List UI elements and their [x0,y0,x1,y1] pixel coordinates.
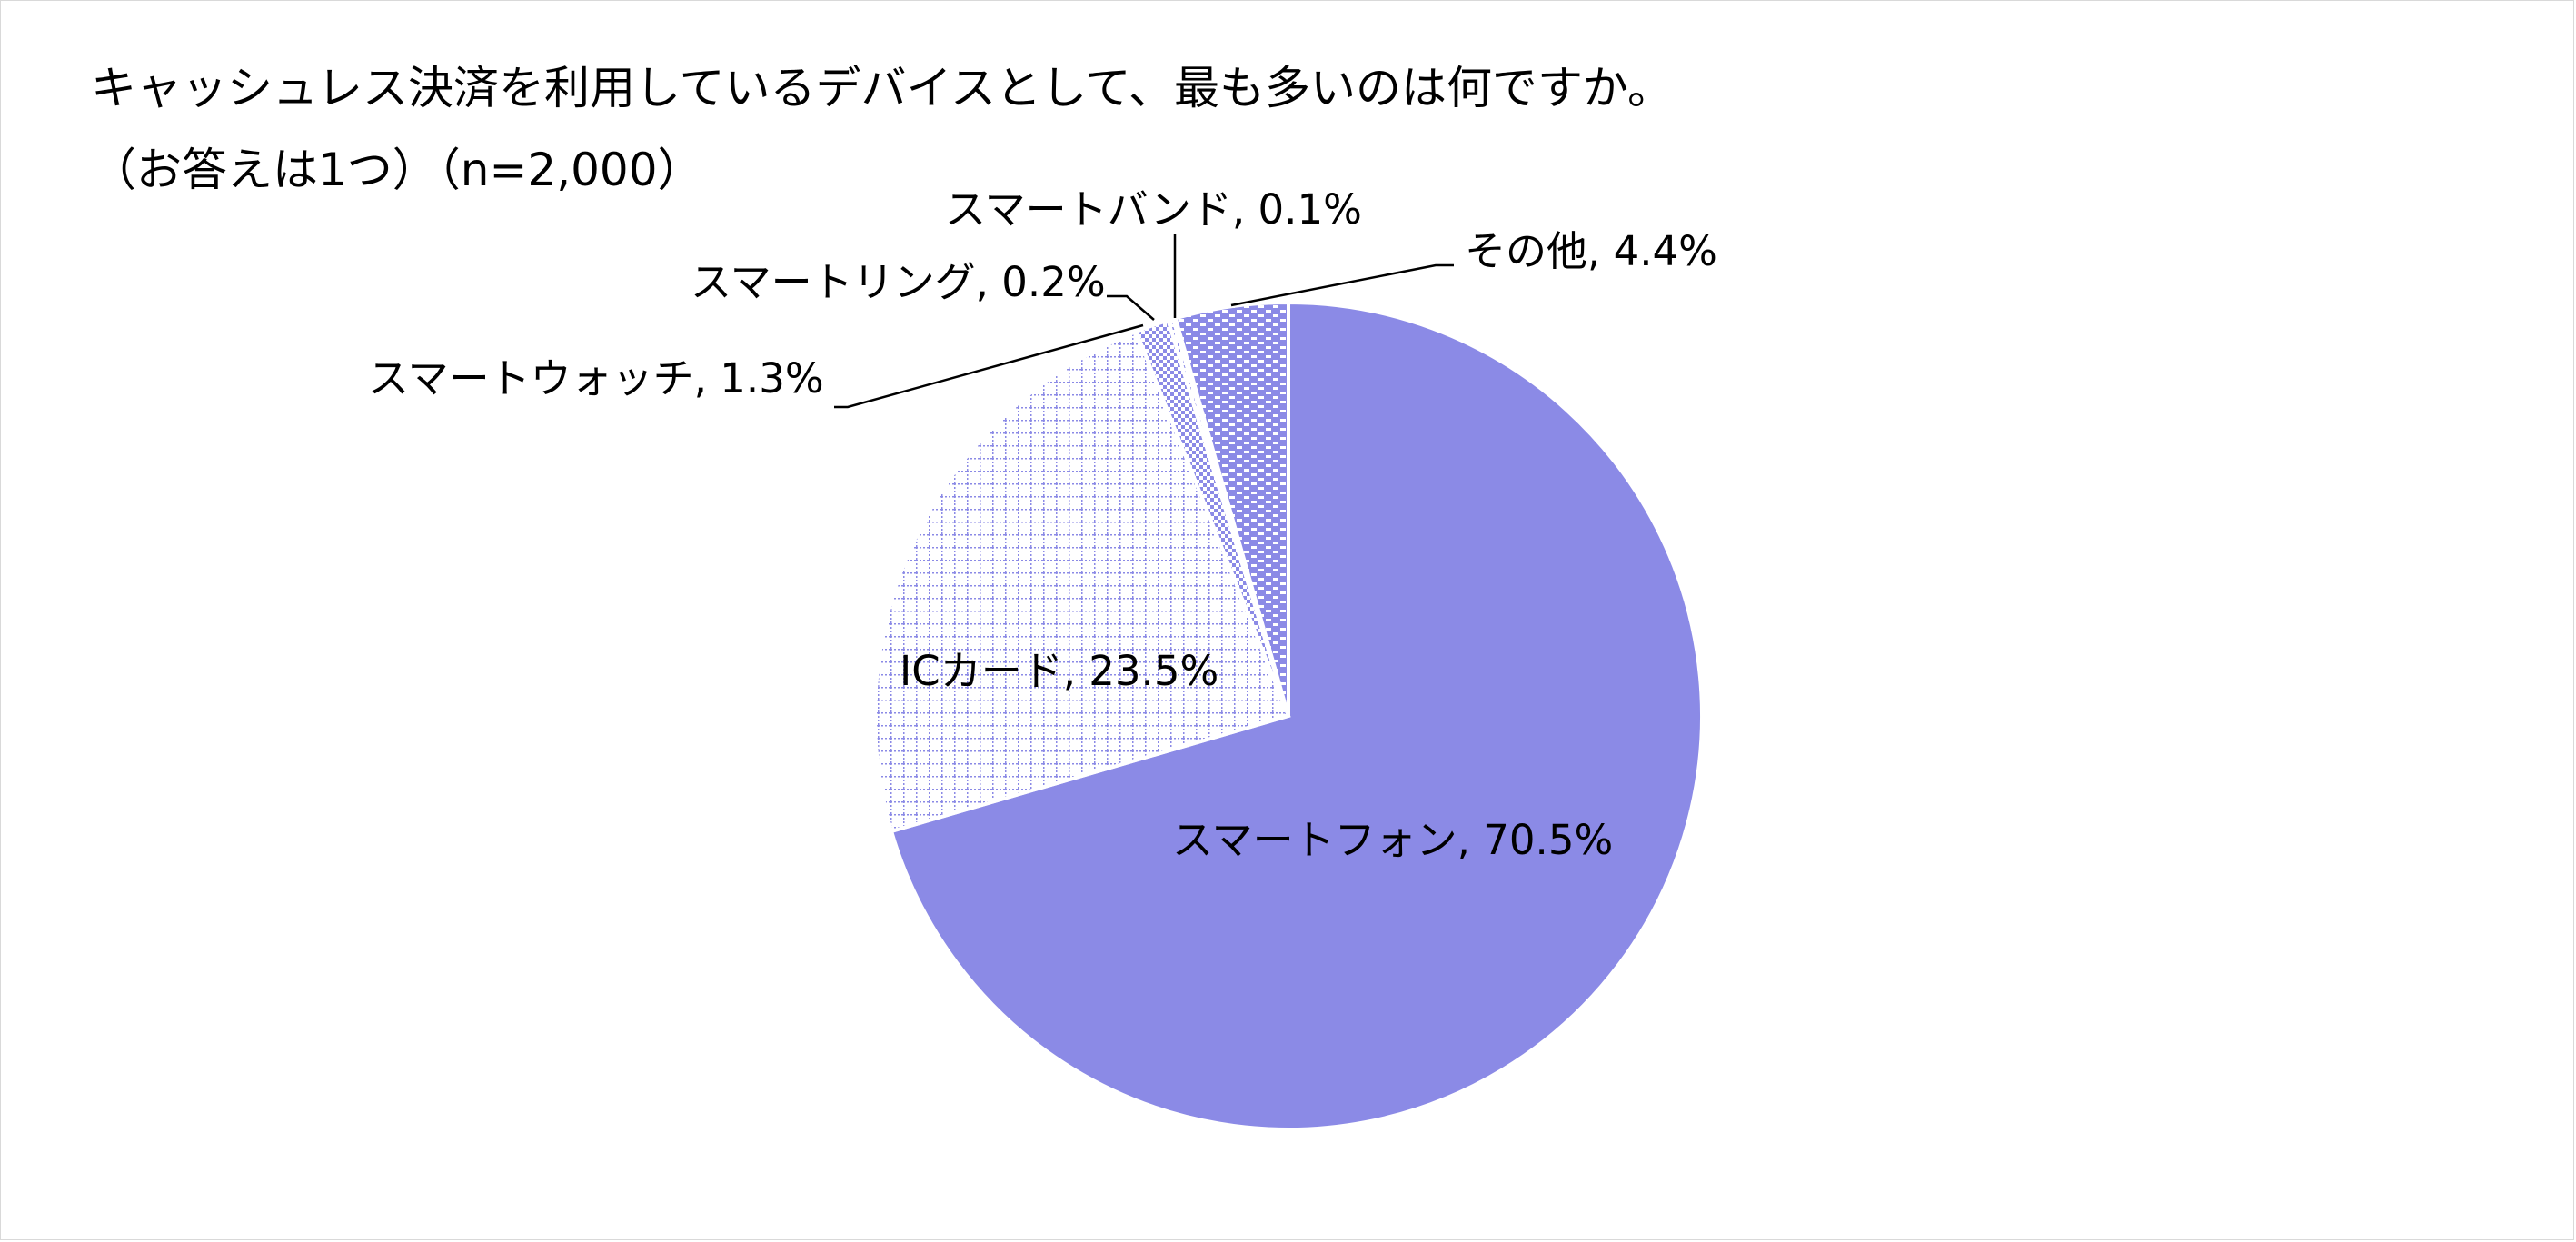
data-label-1: ICカード, 23.5% [900,647,1218,695]
data-label-5: その他, 4.4% [1465,227,1717,275]
data-label-2: スマートウォッチ, 1.3% [368,354,824,402]
data-label-3: スマートリング, 0.2% [691,258,1106,306]
leader-line-3 [1107,294,1155,321]
leader-lines [834,234,1454,409]
chart-title-block: キャッシュレス決済を利用しているデバイスとして、最も多いのは何ですか。 （お答え… [91,47,1673,211]
data-label-4: スマートバンド, 0.1% [945,185,1362,233]
leader-line-5 [1230,263,1454,307]
chart-title: キャッシュレス決済を利用しているデバイスとして、最も多いのは何ですか。 [91,62,1673,114]
pie-slice-0 [889,300,1704,1131]
data-label-0: スマートフォン, 70.5% [1172,816,1613,864]
leader-line-2 [834,323,1144,409]
pie-slice-5 [1173,300,1290,717]
data-labels: スマートフォン, 70.5% ICカード, 23.5% スマートウォッチ, 1.3%… [368,185,1717,864]
chart-subtitle: （お答えは1つ）（n=2,000） [91,144,703,196]
pie-slices [873,300,1704,1131]
